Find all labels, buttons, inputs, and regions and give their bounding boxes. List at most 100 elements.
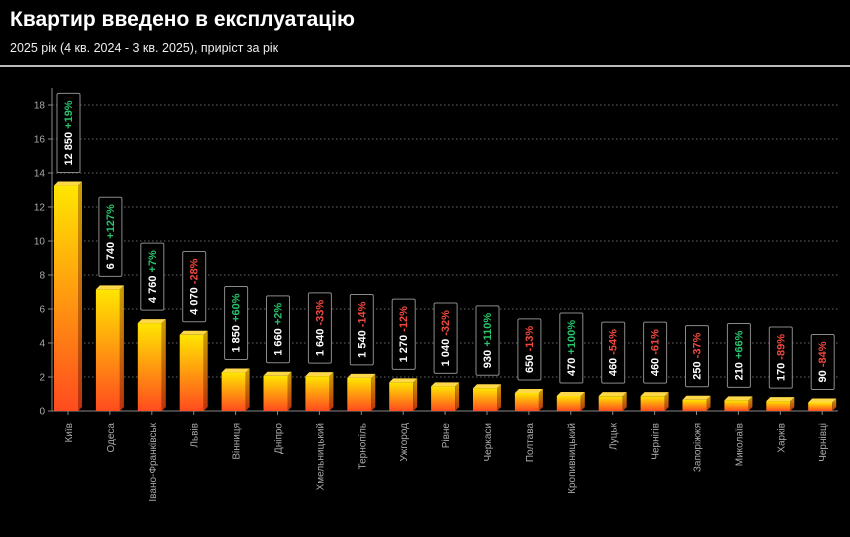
bar-group [682,395,711,411]
x-tick-label: Запоріжжя [693,423,704,472]
growth-label: -54% [608,329,620,355]
bar-top [54,181,82,186]
y-tick-label: 18 [34,101,46,112]
data-label-text: 930 +110% [482,313,494,369]
bar [640,396,665,411]
x-tick-label: Рівне [441,423,452,449]
bar-side [78,181,82,411]
bar [598,396,623,411]
growth-label: +2% [273,303,285,326]
bar [514,392,539,411]
bar [221,372,246,411]
growth-label: -28% [189,258,201,284]
bar-top [766,397,795,402]
data-label-box [475,305,500,376]
data-label: 4 070 -28% [182,251,207,323]
y-tick-label: 14 [34,169,46,180]
bar-side [622,392,627,411]
bar [263,375,288,411]
x-tick-label: Тернопіль [357,423,368,469]
data-label: 460 -54% [601,321,626,384]
data-label-text: 460 -61% [650,329,662,376]
bar-group [724,396,753,411]
bar [724,400,749,411]
bar-side [455,382,460,411]
bar-side [748,396,753,411]
bar [137,323,162,411]
bar-top [724,396,753,401]
bar-side [119,285,124,411]
data-label: 90 -84% [810,333,835,390]
value-label: 1 040 [440,336,452,367]
growth-label: -13% [524,326,536,352]
data-label: 6 740 +127% [98,196,123,277]
bar [389,382,414,411]
x-tick-label: Кропивницький [567,423,578,494]
bar-group [347,373,376,411]
x-tick-label: Миколаїв [734,423,745,466]
y-tick-label: 16 [34,135,46,146]
bar-top [95,285,124,290]
growth-label: +7% [147,250,159,273]
x-tick-label: Чернівці [818,423,829,462]
growth-label: +60% [231,293,243,322]
bar-group [598,392,627,411]
bar-top [347,373,376,378]
bar-top [473,384,501,389]
x-tick-label: Луцьк [609,422,620,450]
data-label-text: 4 070 -28% [189,258,201,314]
data-label-box [182,251,207,323]
data-label-box [307,292,332,364]
data-label: 1 040 -32% [433,302,458,374]
data-label-text: 470 +100% [566,320,578,376]
bar [766,401,791,411]
data-label-text: 90 -84% [817,341,829,382]
bar [808,402,833,411]
bar [179,334,204,411]
bar-side [245,368,250,411]
data-label: 250 -37% [685,325,709,388]
bar-top [389,378,418,383]
data-label-box [643,321,668,384]
data-label-box [98,196,123,277]
data-label: 12 850 +19% [56,92,81,174]
y-tick-label: 6 [39,305,45,316]
bar-side [413,378,418,411]
data-label: 650 -13% [517,318,542,381]
data-label-box [266,295,290,364]
growth-label: -33% [314,300,326,326]
x-tick-label: Хмельницький [315,423,326,490]
x-tick-label: Вінниця [232,423,243,460]
data-label-box [224,286,249,361]
data-label-text: 6 740 +127% [105,204,117,269]
data-label-text: 12 850 +19% [63,100,75,165]
value-label: 460 [650,355,662,376]
bar-top [221,368,250,373]
data-label: 930 +110% [475,305,500,376]
bar-side [538,388,543,411]
data-label: 1 270 -12% [391,298,416,370]
bar-group [389,378,418,411]
bar-group [263,371,292,411]
bar [95,289,120,411]
growth-label: -37% [692,332,704,358]
data-label-box [559,312,584,384]
bar-group [137,319,166,411]
bar-top [682,395,711,400]
divider [0,65,850,67]
data-label-text: 460 -54% [608,329,620,376]
bar-side [329,372,334,411]
bar-side [790,397,795,411]
value-label: 650 [524,352,536,373]
y-tick-label: 8 [39,271,45,282]
data-label-box [726,323,751,388]
bar-top [137,319,166,324]
value-label: 470 [566,355,578,376]
bar-side [203,330,208,411]
x-tick-label: Івано-Франківськ [148,422,159,501]
bar-group [473,384,501,411]
bar-group [514,388,543,411]
data-label-box [517,318,542,381]
y-tick-label: 0 [39,407,45,418]
x-tick-label: Львів [190,423,201,448]
